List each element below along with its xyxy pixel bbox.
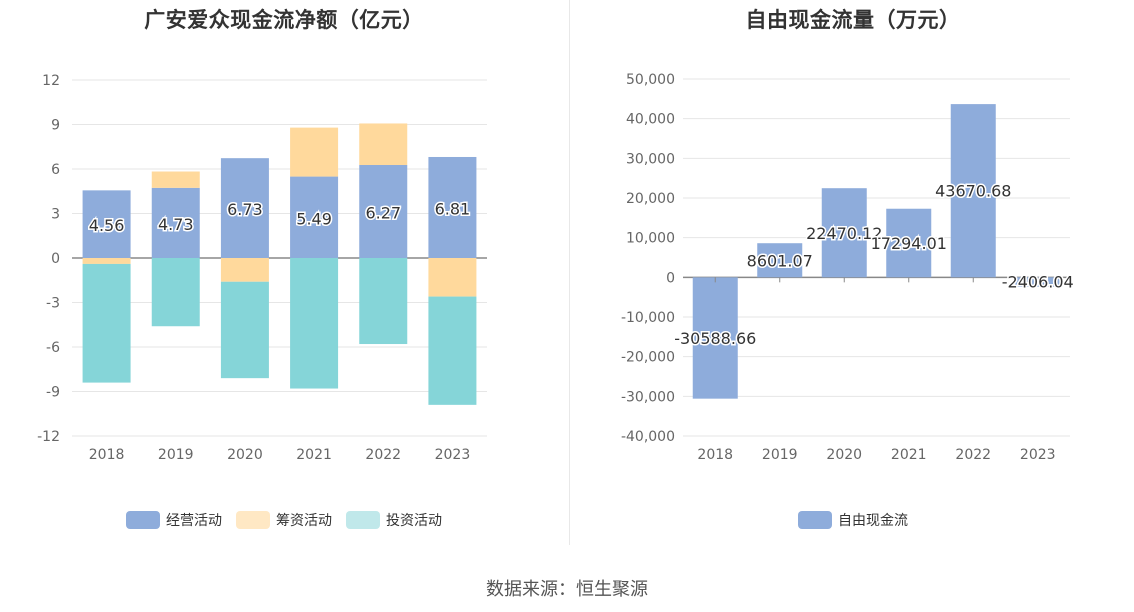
data-label: -30588.66 [674,329,756,348]
data-label: -2406.04 [1002,272,1074,291]
bar-segment [220,281,269,379]
y-tick-label: 0 [51,251,60,267]
x-tick-label: 2019 [762,447,798,463]
legend-item[interactable]: 自由现金流 [798,510,908,530]
y-tick-label: 0 [666,270,675,286]
y-tick-label: 3 [51,207,60,223]
bar-segment [359,258,408,345]
data-label: 5.49 [296,209,332,228]
data-label: 8601.07 [747,251,813,270]
bar [950,104,996,278]
y-tick-label: -9 [46,385,60,401]
bar-segment [290,258,339,389]
x-tick-label: 2022 [955,447,991,463]
legend-label: 投资活动 [386,513,442,529]
x-tick-label: 2022 [365,447,401,463]
legend-swatch [346,511,380,529]
chart-title: 自由现金流量（万元） [745,8,961,32]
legend-swatch [126,511,160,529]
bar-segment [220,258,269,282]
legend-item[interactable]: 投资活动 [346,510,442,530]
fcf-legend: 自由现金流 [572,510,1134,530]
bar [821,188,867,278]
y-tick-label: 30,000 [626,151,675,167]
data-label: 4.56 [89,216,125,235]
y-tick-label: 12 [42,73,60,89]
data-label: 4.73 [158,215,194,234]
bar-segment [151,187,200,258]
x-tick-label: 2023 [435,447,471,463]
bar-segment [220,158,269,258]
y-tick-label: 40,000 [626,112,675,128]
panel-divider [569,0,570,545]
y-tick-label: 9 [51,118,60,134]
bar-segment [82,190,131,258]
bar-segment [359,164,408,258]
legend-item[interactable]: 经营活动 [126,510,222,530]
data-label: 6.27 [365,203,401,222]
y-tick-label: 50,000 [626,72,675,88]
x-tick-label: 2019 [158,447,194,463]
chart-title: 广安爱众现金流净额（亿元） [144,8,424,32]
x-tick-label: 2021 [891,447,927,463]
cashflow-chart-panel: 广安爱众现金流净额（亿元） 12 9 6 3 0 -3 -6 -9 -12 4.56 2018 4.7… [0,0,568,560]
bar-segment [428,156,477,258]
y-tick-label: -10,000 [621,310,675,326]
x-tick-label: 2020 [826,447,862,463]
y-tick-label: -12 [37,429,60,445]
data-label: 22470.12 [806,224,882,243]
y-tick-label: -40,000 [621,429,675,445]
y-tick-label: 20,000 [626,191,675,207]
bar-segment [359,123,408,165]
bar-segment [290,127,339,177]
fcf-chart-svg: 50,000 40,000 30,000 20,000 10,000 0 -10,000 -2… [621,72,1075,463]
bar-segment [428,296,477,405]
y-tick-label: -30,000 [621,389,675,405]
bar-segment [151,258,200,327]
data-label: 6.73 [227,200,263,219]
bar [757,243,803,278]
legend-swatch [798,511,832,529]
data-label: 6.81 [435,199,471,218]
legend-label: 经营活动 [166,513,222,529]
data-label: 17294.01 [871,234,947,253]
bar-segment [82,258,131,264]
bar [886,208,932,278]
bar-segment [82,263,131,383]
y-tick-label: -3 [46,296,60,312]
x-tick-label: 2023 [1020,447,1056,463]
y-tick-label: -20,000 [621,350,675,366]
x-tick-label: 2018 [697,447,733,463]
legend-label: 筹资活动 [276,513,332,529]
data-source: 数据来源：恒生聚源 [486,579,648,600]
y-tick-label: -6 [46,340,60,356]
legend-item[interactable]: 筹资活动 [236,510,332,530]
legend-swatch [236,511,270,529]
legend-label: 自由现金流 [838,513,908,529]
y-tick-label: 10,000 [626,231,675,247]
cashflow-chart-svg: 12 9 6 3 0 -3 -6 -9 -12 4.56 2018 4.73 2019 6.73 2020 5… [37,73,487,463]
bar-segment [151,171,200,188]
fcf-chart-panel: 自由现金流量（万元） 50,000 40,000 30,000 20,000 10,00… [572,0,1134,560]
bar-segment [428,258,477,297]
bar [692,277,738,399]
x-tick-label: 2020 [227,447,263,463]
y-tick-label: 6 [51,162,60,178]
data-label: 43670.68 [935,182,1011,201]
x-tick-label: 2018 [89,447,125,463]
x-tick-label: 2021 [296,447,332,463]
bar-segment [290,176,339,258]
cashflow-legend: 经营活动 筹资活动 投资活动 [0,510,568,530]
